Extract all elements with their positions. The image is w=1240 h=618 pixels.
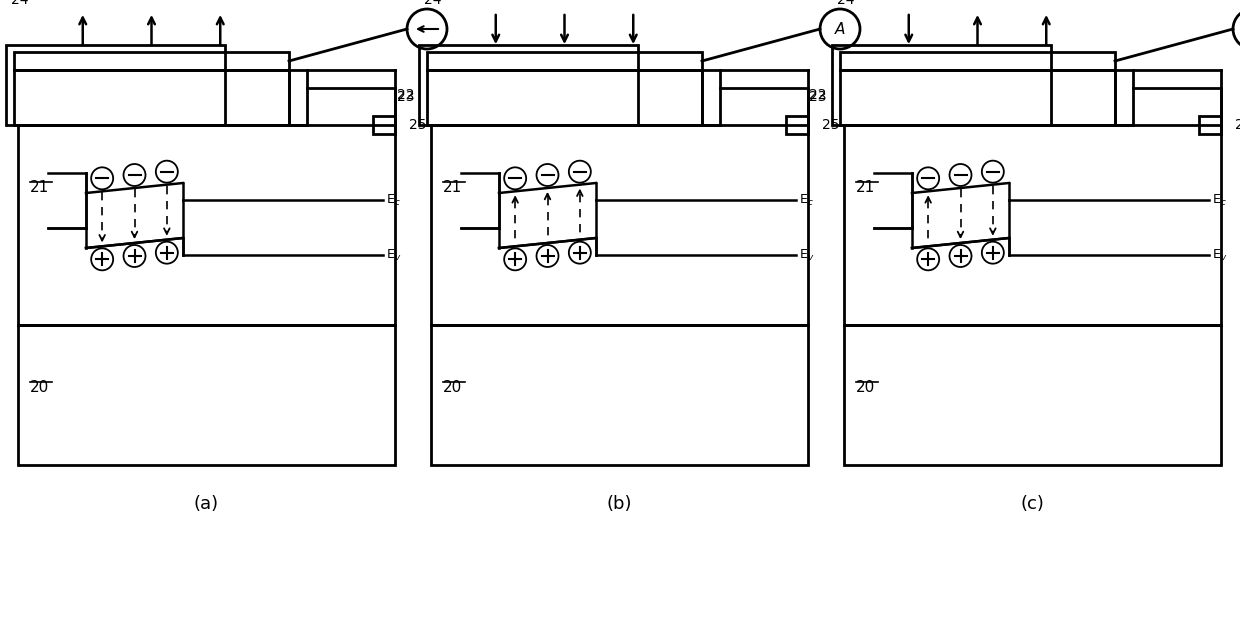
Bar [832,45,1052,125]
Circle shape [982,242,1004,264]
Bar [289,70,308,125]
Text: 21: 21 [443,180,463,195]
Bar [786,116,808,134]
Circle shape [156,242,177,264]
Bar [839,70,1115,125]
Text: E$_c$: E$_c$ [799,192,813,208]
Text: 20: 20 [856,380,875,395]
Text: 25: 25 [1235,118,1240,132]
Bar [14,70,289,125]
Text: 24: 24 [837,0,854,7]
Bar [432,325,808,465]
Bar [14,52,289,70]
Circle shape [982,161,1004,183]
Bar [419,45,639,125]
Bar [427,70,702,125]
Circle shape [950,245,971,267]
Bar [19,325,396,465]
Text: 25: 25 [822,118,839,132]
Text: 24: 24 [424,0,441,7]
Circle shape [124,245,145,267]
Circle shape [92,167,113,189]
Circle shape [92,248,113,270]
Text: 20: 20 [30,380,50,395]
Text: 21: 21 [856,180,875,195]
Bar [6,45,224,125]
Circle shape [505,248,526,270]
Text: E$_v$: E$_v$ [386,247,402,263]
Text: 23: 23 [397,90,414,104]
Bar [844,125,1221,325]
Circle shape [918,167,939,189]
Text: (c): (c) [1021,495,1044,513]
Text: E$_c$: E$_c$ [386,192,401,208]
Text: 21: 21 [30,180,50,195]
Circle shape [156,161,177,183]
Bar [19,125,396,325]
Bar [844,325,1221,465]
Text: E$_v$: E$_v$ [799,247,815,263]
Text: A: A [835,22,846,38]
Bar [373,116,396,134]
Circle shape [950,164,971,186]
Circle shape [537,245,558,267]
Text: 25: 25 [409,118,427,132]
Text: (b): (b) [606,495,631,513]
Text: 23: 23 [810,90,827,104]
Bar [1115,70,1133,125]
Bar [702,70,720,125]
Text: 24: 24 [11,0,29,7]
Text: 22: 22 [810,88,827,102]
Circle shape [537,164,558,186]
Text: 22: 22 [397,88,414,102]
Circle shape [918,248,939,270]
Circle shape [505,167,526,189]
Bar [427,52,702,70]
Bar [1199,116,1221,134]
Text: (a): (a) [193,495,218,513]
Text: E$_v$: E$_v$ [1211,247,1228,263]
Circle shape [124,164,145,186]
Bar [432,125,808,325]
Text: E$_c$: E$_c$ [1211,192,1226,208]
Text: 20: 20 [443,380,463,395]
Circle shape [569,161,590,183]
Bar [839,52,1115,70]
Circle shape [569,242,590,264]
